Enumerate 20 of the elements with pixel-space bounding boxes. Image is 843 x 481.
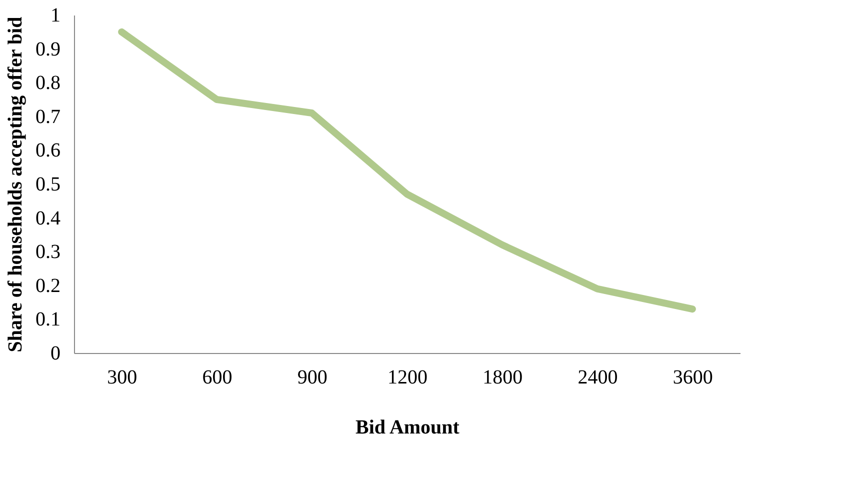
x-tick-label: 2400 xyxy=(578,366,618,388)
y-tick-label: 0.4 xyxy=(36,207,60,230)
x-tick-label: 1200 xyxy=(388,366,428,388)
y-tick-label: 0 xyxy=(50,342,60,364)
y-tick-label: 0.9 xyxy=(36,38,60,60)
y-tick-label: 0.3 xyxy=(36,241,60,264)
x-tick-label: 900 xyxy=(297,366,328,388)
y-tick-label: 0.6 xyxy=(36,140,60,162)
y-tick-label: 0.8 xyxy=(36,72,60,94)
x-tick-label: 600 xyxy=(202,366,232,388)
y-tick-label: 1 xyxy=(50,4,60,26)
y-tick-label: 0.2 xyxy=(36,274,60,297)
x-axis-title: Bid Amount xyxy=(356,416,460,438)
y-tick-label: 0.5 xyxy=(36,174,60,196)
y-tick-label: 0.1 xyxy=(36,308,60,331)
x-tick-label: 1800 xyxy=(482,366,523,388)
y-axis-title: Share of households accepting offer bid xyxy=(4,16,26,352)
y-tick-label: 0.7 xyxy=(36,106,60,128)
x-tick-label: 3600 xyxy=(672,366,713,388)
x-tick-label: 300 xyxy=(107,366,138,388)
